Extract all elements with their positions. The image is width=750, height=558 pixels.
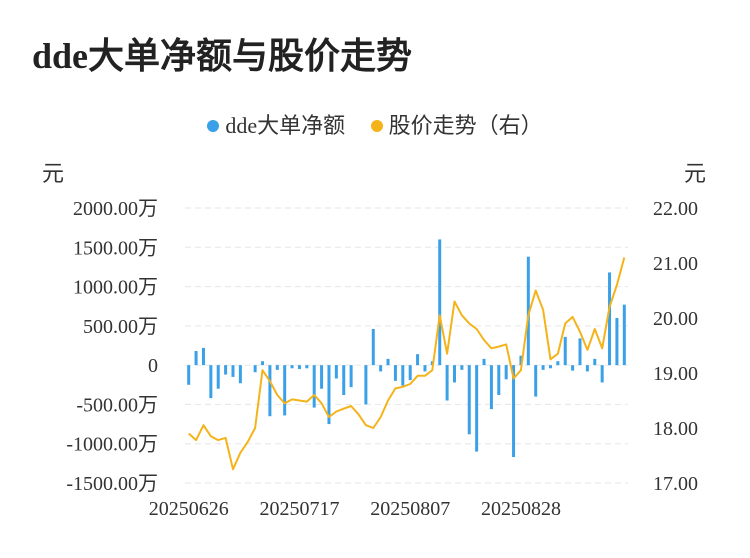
bar[interactable] [231, 365, 235, 377]
bar[interactable] [534, 365, 538, 397]
bar[interactable] [615, 318, 619, 366]
right-tick-label: 19.00 [653, 363, 698, 385]
bar[interactable] [585, 365, 589, 372]
bar[interactable] [342, 365, 346, 395]
bar[interactable] [290, 365, 294, 369]
legend-label-dde: dde大单净额 [225, 113, 346, 138]
bar[interactable] [482, 358, 486, 366]
left-tick-label: 1000.00万 [73, 277, 158, 299]
right-tick-label: 18.00 [653, 418, 698, 440]
legend-item-dde[interactable]: dde大单净额 [207, 108, 345, 140]
bar[interactable] [467, 365, 471, 435]
bar[interactable] [312, 365, 316, 408]
bar[interactable] [261, 361, 265, 366]
bar[interactable] [504, 365, 508, 380]
right-tick-label: 22.00 [653, 198, 698, 220]
bar[interactable] [283, 365, 287, 416]
bar[interactable] [305, 365, 309, 369]
left-tick-label: -1500.00万 [66, 473, 158, 495]
bar[interactable] [541, 365, 545, 370]
bar[interactable] [460, 365, 464, 370]
grid-lines [185, 207, 628, 484]
right-axis-unit: 元 [684, 161, 707, 186]
bar[interactable] [349, 365, 353, 388]
bar[interactable] [327, 365, 331, 425]
bar[interactable] [512, 365, 516, 458]
bar[interactable] [371, 329, 375, 366]
bar[interactable] [452, 365, 456, 383]
bar[interactable] [201, 347, 205, 366]
bar[interactable] [608, 272, 612, 366]
legend-item-price[interactable]: 股价走势（右） [370, 108, 543, 140]
bar[interactable] [475, 365, 479, 452]
bar[interactable] [216, 365, 220, 389]
bar[interactable] [563, 336, 567, 366]
bar[interactable] [393, 365, 397, 381]
bar[interactable] [275, 365, 279, 370]
bar[interactable] [253, 365, 257, 373]
bar[interactable] [364, 365, 368, 405]
bar[interactable] [593, 358, 597, 366]
left-axis-unit: 元 [42, 161, 65, 186]
left-tick-label: 1500.00万 [73, 237, 158, 259]
x-tick-label: 20250828 [481, 498, 561, 520]
right-tick-label: 21.00 [653, 253, 698, 275]
left-tick-label: -1000.00万 [66, 434, 158, 456]
left-axis-ticks: 2000.00万 1500.00万 1000.00万 500.00万 0 -500.00万… [66, 198, 158, 495]
bar[interactable] [571, 365, 575, 371]
bar[interactable] [416, 354, 420, 366]
bar[interactable] [408, 365, 412, 381]
legend: dde大单净额 股价走势（右） [0, 108, 750, 140]
price-line[interactable] [188, 257, 626, 471]
bar[interactable] [423, 365, 427, 372]
left-tick-label: 500.00万 [83, 316, 158, 338]
bar[interactable] [401, 365, 405, 386]
bar[interactable] [224, 365, 228, 375]
bar[interactable] [600, 365, 604, 383]
x-tick-label: 20250807 [370, 498, 450, 520]
bar[interactable] [445, 365, 449, 401]
legend-dot-dde [207, 119, 220, 132]
x-axis-ticks: 20250626 20250717 20250807 20250828 [149, 498, 561, 520]
bar[interactable] [386, 358, 390, 366]
bar[interactable] [519, 355, 523, 366]
bar[interactable] [268, 365, 272, 417]
line-series [188, 257, 626, 471]
bar[interactable] [622, 304, 626, 366]
bar[interactable] [209, 365, 213, 399]
bar[interactable] [194, 351, 198, 366]
x-tick-label: 20250717 [259, 498, 339, 520]
left-tick-label: 2000.00万 [73, 198, 158, 220]
legend-dot-price [370, 119, 383, 132]
bar[interactable] [238, 365, 242, 384]
bar[interactable] [438, 239, 442, 366]
legend-label-price: 股价走势（右） [388, 113, 543, 138]
bar[interactable] [187, 365, 191, 385]
right-axis-ticks: 22.00 21.00 20.00 19.00 18.00 17.00 [653, 198, 698, 495]
bar[interactable] [379, 365, 383, 372]
bar-series [187, 239, 626, 458]
bar[interactable] [578, 338, 582, 366]
x-tick-label: 20250626 [149, 498, 229, 520]
bar[interactable] [556, 361, 560, 366]
bar[interactable] [497, 365, 501, 395]
bar[interactable] [320, 365, 324, 389]
left-tick-label: -500.00万 [76, 394, 158, 416]
bar[interactable] [297, 365, 301, 370]
right-tick-label: 20.00 [653, 308, 698, 330]
left-tick-label: 0 [148, 355, 158, 377]
bar[interactable] [334, 365, 338, 379]
bar[interactable] [526, 256, 530, 366]
bar[interactable] [489, 365, 493, 410]
right-tick-label: 17.00 [653, 473, 698, 495]
bar[interactable] [548, 365, 552, 369]
chart-title: dde大单净额与股价走势 [32, 36, 413, 76]
